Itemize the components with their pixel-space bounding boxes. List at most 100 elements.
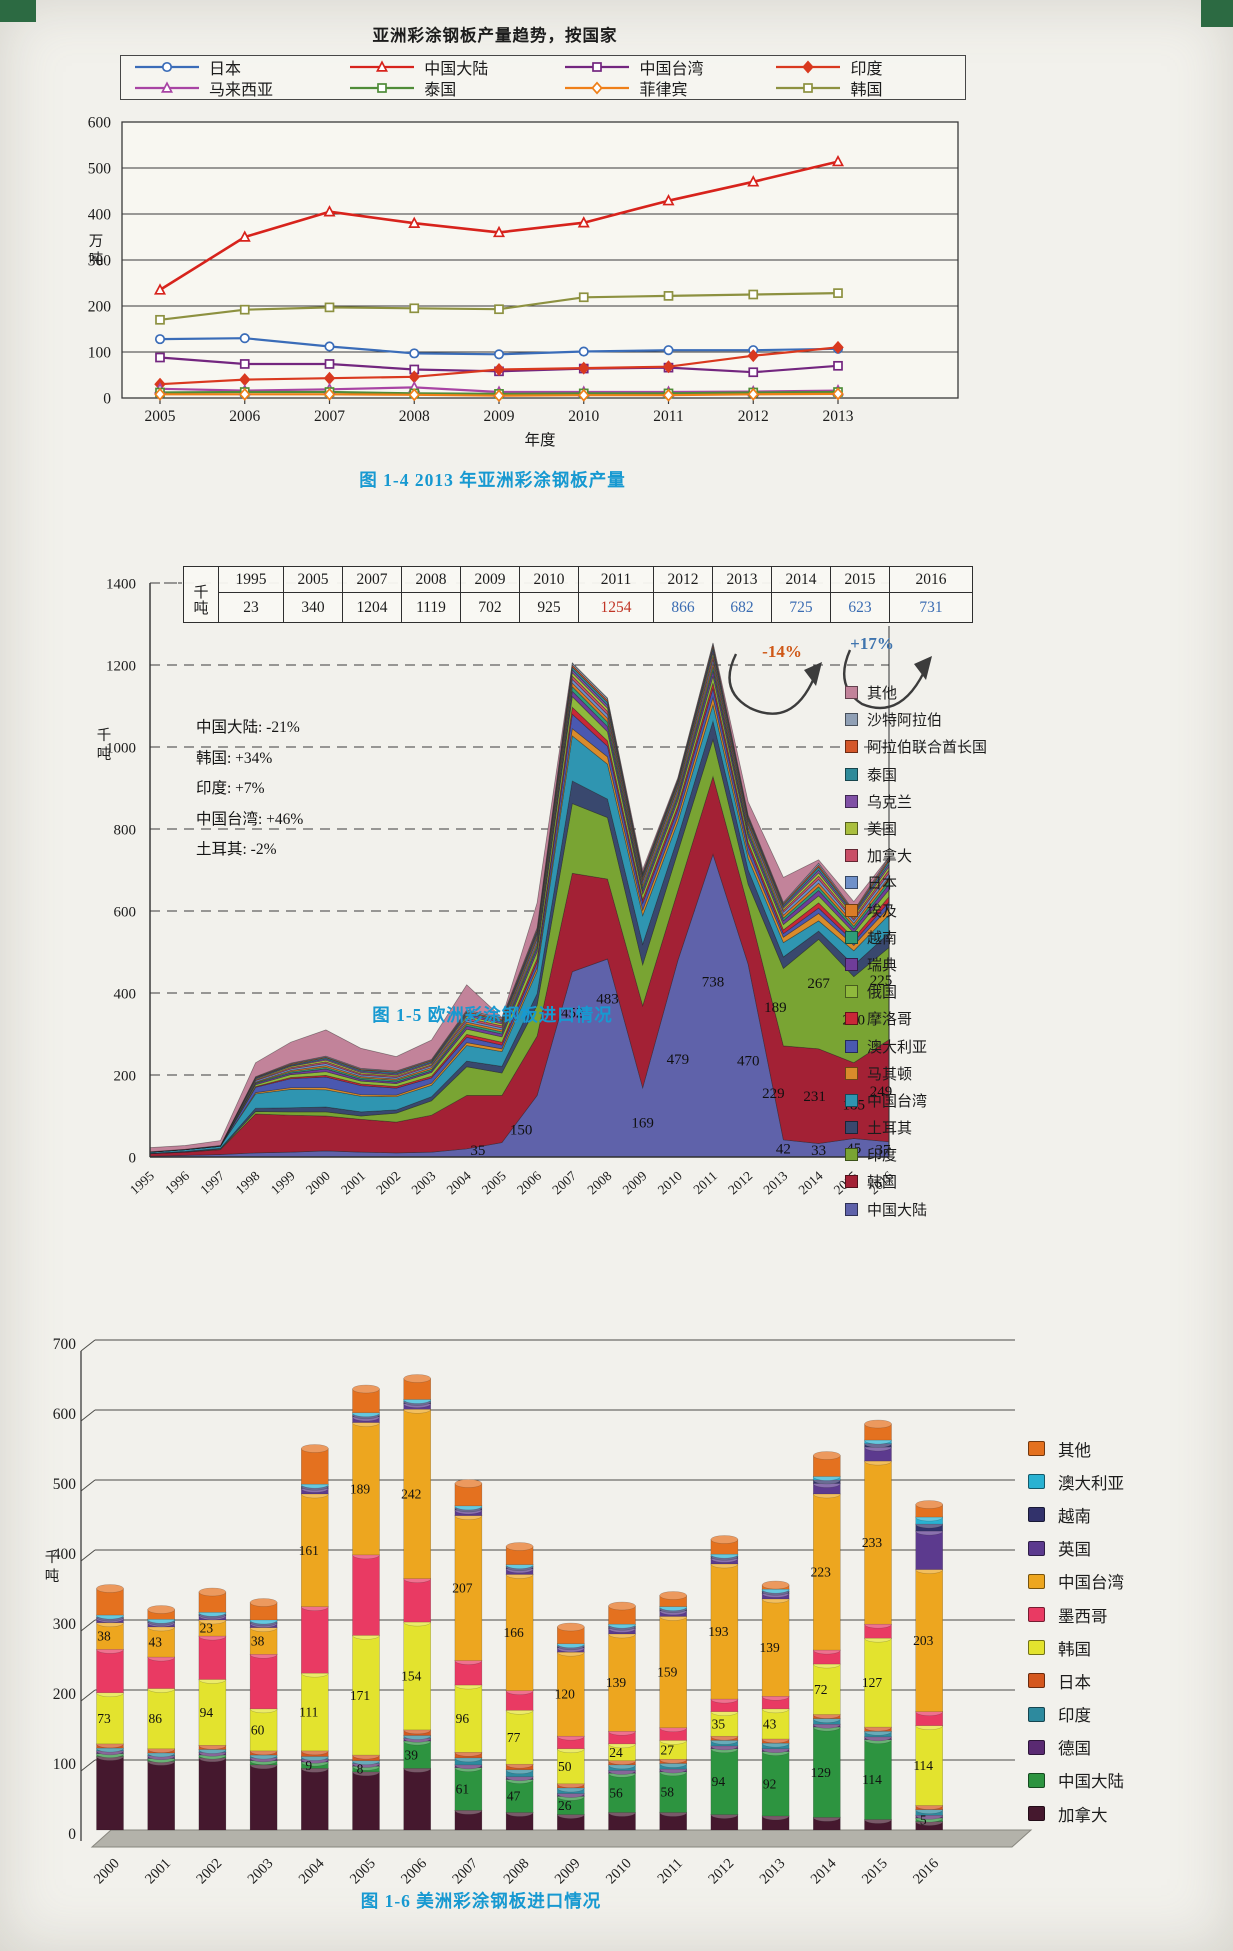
svg-text:100: 100 xyxy=(88,345,112,362)
table-value-cell: 866 xyxy=(671,599,695,616)
legend-label: 中国大陆 xyxy=(424,61,489,78)
svg-text:35: 35 xyxy=(712,1716,726,1731)
legend-label: 泰国 xyxy=(424,82,457,99)
legend-label: 印度 xyxy=(867,1148,898,1165)
table-value-cell: 23 xyxy=(243,599,259,616)
annotation-line: 印度: +7% xyxy=(196,780,265,798)
legend-label: 土耳其 xyxy=(867,1121,913,1138)
legend-label: 中国台湾 xyxy=(1058,1573,1124,1593)
fig1-caption: 图 1-4 2013 年亚洲彩涂钢板产量 xyxy=(359,470,626,490)
svg-text:1997: 1997 xyxy=(197,1168,227,1197)
svg-text:2010: 2010 xyxy=(568,408,599,425)
svg-text:200: 200 xyxy=(114,1069,137,1085)
svg-text:26: 26 xyxy=(558,1798,572,1813)
svg-text:24: 24 xyxy=(609,1745,623,1760)
svg-text:231: 231 xyxy=(803,1089,826,1105)
svg-text:47: 47 xyxy=(507,1789,521,1804)
svg-text:154: 154 xyxy=(401,1669,422,1684)
svg-text:吨: 吨 xyxy=(45,1568,60,1585)
svg-text:77: 77 xyxy=(507,1730,521,1745)
legend-label: 日本 xyxy=(867,876,898,893)
legend-item-马来西亚: 马来西亚 xyxy=(121,78,336,99)
legend-swatch-icon xyxy=(845,930,858,944)
svg-text:1000: 1000 xyxy=(106,741,136,757)
legend-item-菲律宾: 菲律宾 xyxy=(551,78,762,99)
legend-marker-icon xyxy=(565,62,630,72)
svg-text:242: 242 xyxy=(401,1487,421,1502)
legend-item-中国大陆: 中国大陆 xyxy=(1028,1764,1124,1797)
svg-text:2003: 2003 xyxy=(408,1168,438,1197)
svg-text:229: 229 xyxy=(762,1086,785,1102)
legend-item-日本: 日本 xyxy=(1028,1664,1124,1697)
legend-item-加拿大: 加拿大 xyxy=(1028,1797,1124,1830)
legend-marker-icon xyxy=(135,61,199,73)
legend-swatch-icon xyxy=(1028,1772,1045,1788)
svg-text:2009: 2009 xyxy=(552,1856,584,1888)
svg-text:2011: 2011 xyxy=(655,1856,686,1887)
svg-text:60: 60 xyxy=(251,1722,265,1737)
svg-text:58: 58 xyxy=(660,1785,674,1800)
svg-text:2005: 2005 xyxy=(145,408,176,425)
table-year-cell: 2013 xyxy=(713,567,771,593)
legend-item-中国台湾: 中国台湾 xyxy=(845,1087,987,1114)
svg-text:37: 37 xyxy=(875,1142,891,1158)
legend-label: 日本 xyxy=(1058,1672,1091,1692)
table-column: 2009 702 xyxy=(461,567,520,622)
svg-text:2005: 2005 xyxy=(347,1856,379,1888)
svg-text:1999: 1999 xyxy=(268,1168,298,1197)
legend-swatch-icon xyxy=(1028,1706,1045,1722)
legend-label: 菲律宾 xyxy=(639,82,688,99)
svg-text:2006: 2006 xyxy=(514,1168,544,1197)
svg-text:169: 169 xyxy=(631,1115,654,1131)
legend-swatch-icon xyxy=(845,1121,858,1135)
svg-text:2000: 2000 xyxy=(303,1168,333,1197)
legend-item-泰国: 泰国 xyxy=(845,761,987,788)
svg-text:500: 500 xyxy=(88,161,112,178)
svg-text:38: 38 xyxy=(97,1629,111,1644)
svg-text:400: 400 xyxy=(53,1546,77,1563)
fig3-caption: 图 1-6 美洲彩涂钢板进口情况 xyxy=(360,1891,602,1911)
svg-text:94: 94 xyxy=(712,1774,726,1789)
legend-label: 乌克兰 xyxy=(867,794,913,811)
svg-text:159: 159 xyxy=(657,1665,678,1680)
legend-item-越南: 越南 xyxy=(1028,1498,1124,1531)
svg-text:27: 27 xyxy=(660,1742,674,1757)
svg-text:5: 5 xyxy=(920,1812,927,1827)
svg-text:0: 0 xyxy=(68,1826,76,1843)
legend-marker-icon xyxy=(350,83,415,93)
svg-text:2009: 2009 xyxy=(484,408,515,425)
svg-text:189: 189 xyxy=(764,1000,787,1016)
legend-swatch-icon xyxy=(1028,1640,1045,1656)
svg-text:2004: 2004 xyxy=(296,1855,328,1887)
legend-label: 印度 xyxy=(1058,1706,1091,1726)
svg-text:114: 114 xyxy=(913,1758,933,1773)
svg-text:9: 9 xyxy=(305,1758,312,1773)
svg-text:2007: 2007 xyxy=(314,408,345,425)
legend-swatch-icon xyxy=(845,1093,858,1107)
legend-label: 越南 xyxy=(867,930,898,947)
svg-text:127: 127 xyxy=(862,1675,883,1690)
legend-label: 中国大陆 xyxy=(867,1202,928,1219)
svg-text:738: 738 xyxy=(702,975,725,991)
fig2-annotations: 中国大陆: -21% 韩国: +34% 印度: +7% 中国台湾: +46% 土… xyxy=(196,713,303,866)
legend-item-其他: 其他 xyxy=(845,679,987,706)
svg-text:吨: 吨 xyxy=(97,746,112,763)
legend-swatch-icon xyxy=(845,713,858,727)
table-column: 2008 1119 xyxy=(402,567,461,622)
fig2-data-table: 千吨 1995 23 2005 340 2007 1204 2008 1119 2009 702 20… xyxy=(183,566,973,623)
svg-text:2012: 2012 xyxy=(725,1168,755,1197)
svg-text:2010: 2010 xyxy=(655,1168,685,1197)
svg-text:139: 139 xyxy=(759,1640,780,1655)
legend-item-印度: 印度 xyxy=(845,1141,987,1168)
legend-label: 沙特阿拉伯 xyxy=(867,713,943,730)
svg-text:193: 193 xyxy=(708,1624,729,1639)
svg-text:0: 0 xyxy=(129,1151,137,1167)
fig1-title: 亚洲彩涂钢板产量趋势，按国家 xyxy=(372,26,618,45)
svg-text:233: 233 xyxy=(862,1535,883,1550)
svg-text:120: 120 xyxy=(555,1687,576,1702)
legend-label: 埃及 xyxy=(867,903,898,920)
svg-text:96: 96 xyxy=(456,1711,470,1726)
legend-label: 英国 xyxy=(1058,1540,1091,1560)
svg-text:2007: 2007 xyxy=(549,1168,579,1197)
